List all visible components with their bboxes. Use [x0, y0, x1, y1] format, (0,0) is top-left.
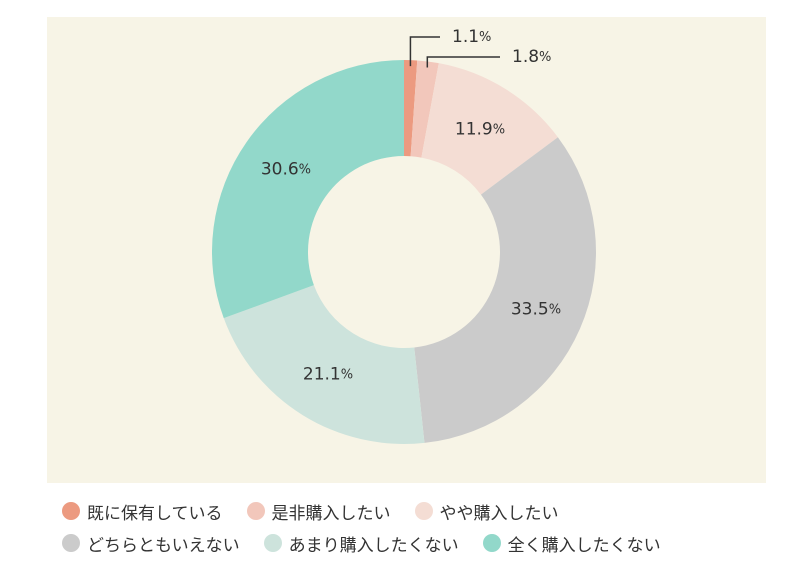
slice-owned: [404, 60, 418, 157]
legend-marker-icon: [263, 534, 282, 552]
legend: 既に保有している 是非購入したい やや購入したい どちらともいえない あまり購入…: [62, 495, 782, 559]
legend-label: やや購入したい: [439, 503, 559, 524]
legend-marker-icon: [62, 534, 80, 552]
slice-not-at-all: [211, 60, 404, 319]
legend-row: どちらともいえない あまり購入したくない 全く購入したくない: [62, 527, 782, 559]
legend-marker-icon: [482, 534, 501, 552]
slice-rather-not: [223, 285, 425, 444]
leader-group: [409, 36, 500, 68]
slice-neutral: [414, 137, 596, 443]
data-label-owned: 1.1%: [452, 27, 491, 47]
legend-marker-icon: [62, 502, 80, 520]
leader-line-definitely-buy: [426, 56, 500, 68]
legend-row: 既に保有している 是非購入したい やや購入したい: [62, 495, 782, 527]
legend-label: どちらともいえない: [87, 535, 240, 556]
legend-item-somewhat-buy: やや購入したい: [414, 499, 559, 524]
leader-line-owned: [409, 36, 440, 67]
slice-somewhat-buy: [421, 63, 558, 195]
slice-definitely-buy: [410, 60, 439, 158]
legend-label: 既に保有している: [87, 503, 223, 524]
data-label-somewhat-buy: 11.9%: [455, 120, 505, 140]
legend-item-rather-not: あまり購入したくない: [263, 531, 459, 556]
legend-label: 是非購入したい: [271, 503, 391, 524]
legend-marker-icon: [246, 502, 265, 520]
legend-label: 全く購入したくない: [507, 535, 661, 556]
data-label-neutral: 33.5%: [511, 300, 561, 320]
legend-item-neutral: どちらともいえない: [62, 531, 240, 556]
legend-item-owned: 既に保有している: [62, 499, 223, 524]
slice-group: [211, 60, 596, 444]
data-label-definitely-buy: 1.8%: [512, 47, 551, 67]
legend-marker-icon: [414, 502, 433, 520]
legend-item-not-at-all: 全く購入したくない: [482, 531, 661, 556]
legend-item-definitely-buy: 是非購入したい: [246, 499, 391, 524]
data-label-rather-not: 21.1%: [303, 364, 353, 384]
data-label-not-at-all: 30.6%: [261, 160, 311, 180]
label-group: 1.1% 1.8% 11.9% 33.5% 21.1% 30.6%: [261, 27, 561, 384]
legend-label: あまり購入したくない: [288, 535, 459, 556]
